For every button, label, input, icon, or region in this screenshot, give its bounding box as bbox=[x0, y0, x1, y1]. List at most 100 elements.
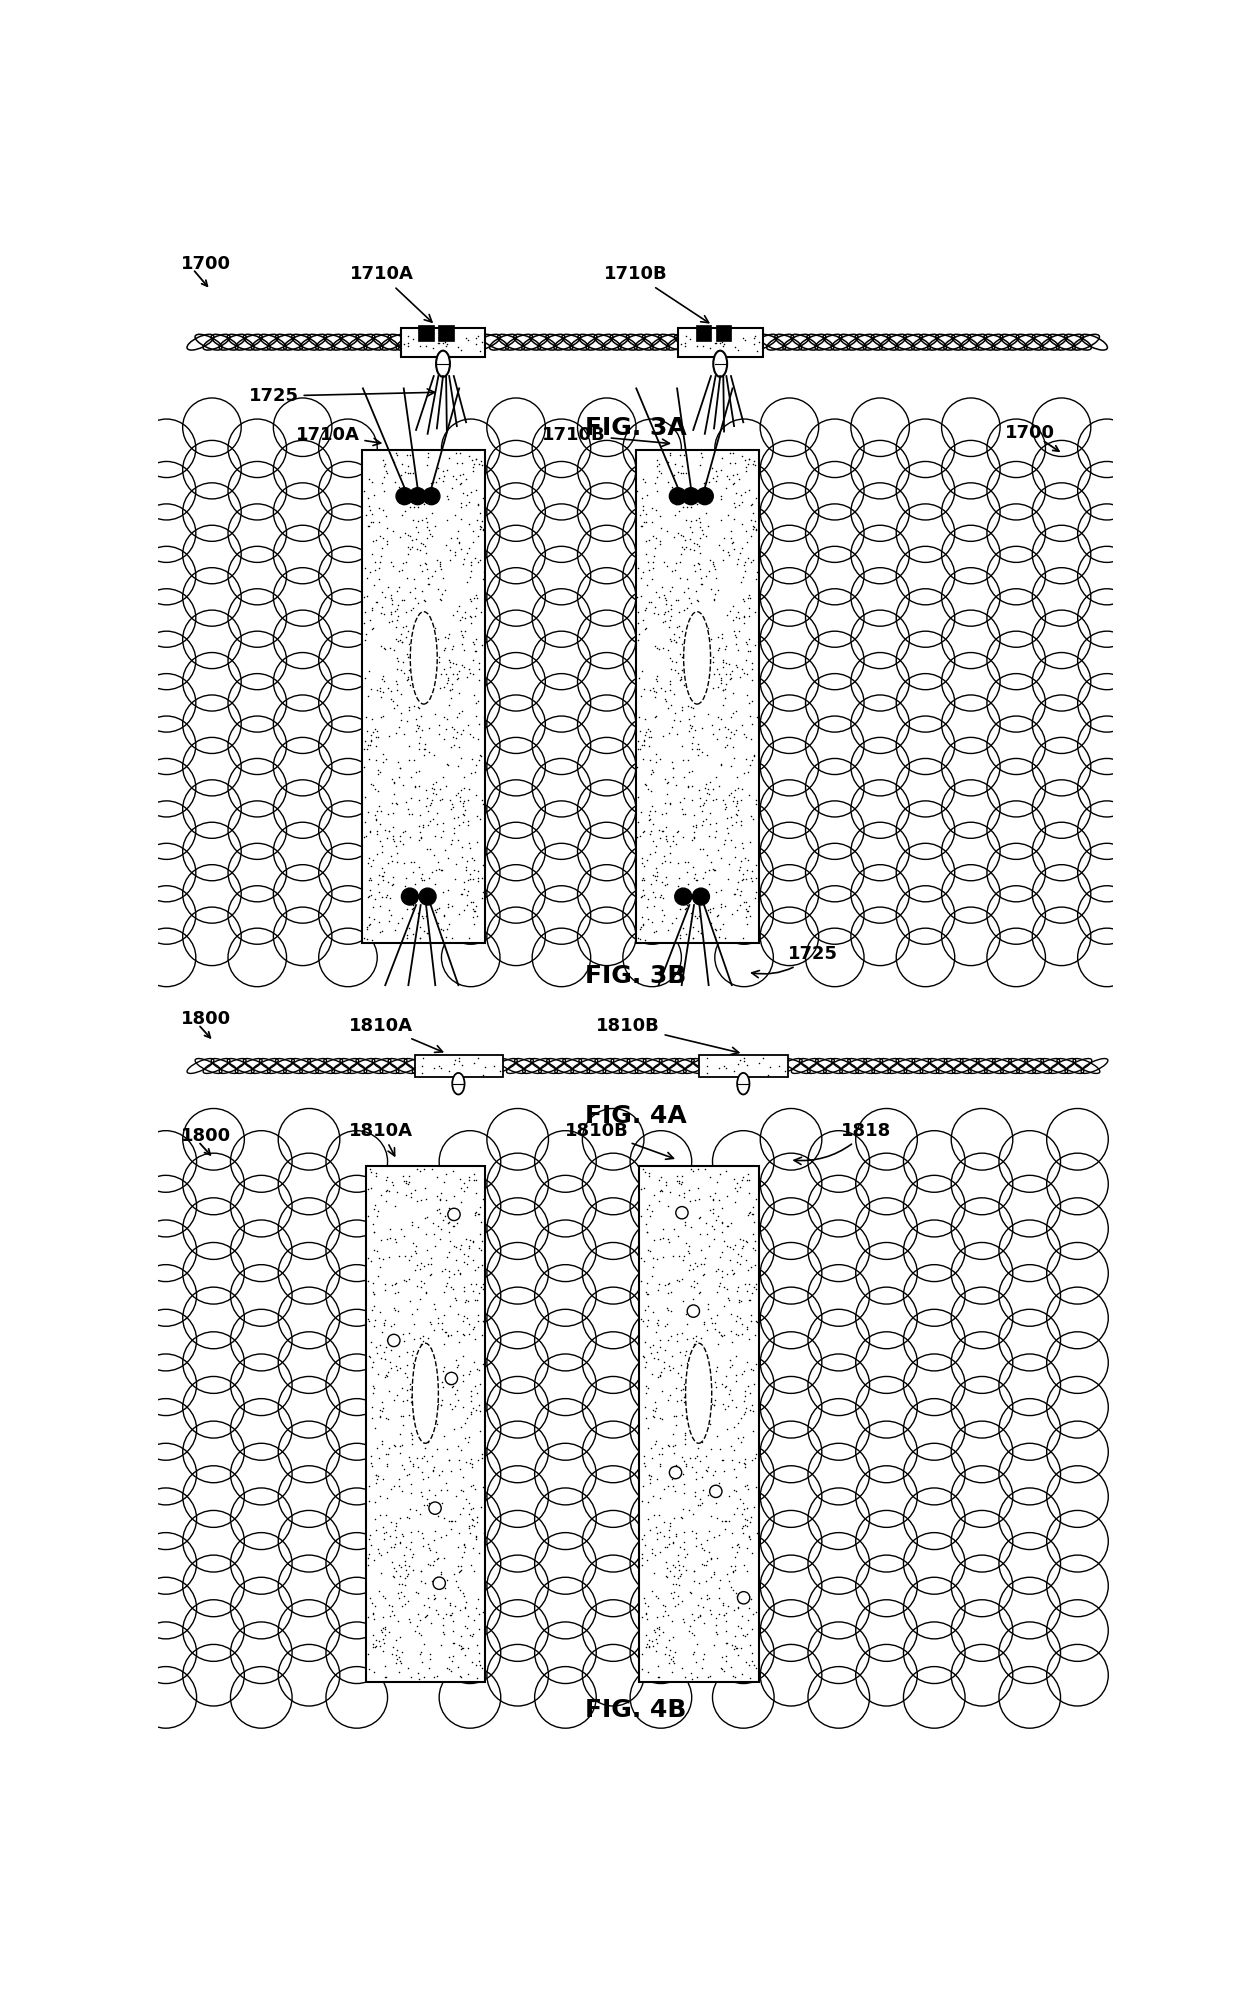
Point bbox=[646, 700, 666, 732]
Point bbox=[362, 1587, 382, 1619]
Point bbox=[723, 603, 743, 635]
Point bbox=[727, 798, 746, 831]
Point bbox=[377, 1359, 397, 1392]
Point bbox=[427, 1180, 446, 1213]
Point bbox=[463, 1621, 482, 1653]
Point bbox=[653, 1601, 673, 1633]
Point bbox=[696, 521, 715, 553]
Point bbox=[686, 555, 706, 587]
Point bbox=[686, 1647, 706, 1679]
Point bbox=[459, 1309, 479, 1341]
Point bbox=[424, 776, 444, 808]
Point bbox=[368, 869, 388, 901]
Point bbox=[451, 774, 471, 806]
Point bbox=[389, 1569, 409, 1601]
Point bbox=[459, 1498, 479, 1530]
Point bbox=[668, 814, 688, 847]
Point bbox=[425, 778, 445, 810]
Point bbox=[727, 714, 746, 746]
Point bbox=[729, 334, 749, 366]
Point bbox=[430, 549, 450, 581]
Point bbox=[391, 1647, 410, 1679]
Point bbox=[466, 591, 486, 623]
Point bbox=[715, 921, 735, 953]
Point bbox=[423, 1207, 443, 1239]
Point bbox=[641, 754, 661, 786]
Point bbox=[399, 1166, 419, 1199]
Point bbox=[745, 505, 765, 537]
Point bbox=[649, 1583, 668, 1615]
Point bbox=[458, 479, 477, 511]
Point bbox=[377, 525, 397, 557]
Point bbox=[397, 893, 417, 925]
Point bbox=[423, 650, 443, 682]
Point bbox=[445, 863, 465, 895]
Point bbox=[738, 1158, 758, 1191]
Point bbox=[696, 857, 715, 889]
Point bbox=[734, 607, 754, 639]
Point bbox=[469, 448, 489, 481]
Point bbox=[373, 1601, 393, 1633]
Point bbox=[443, 461, 463, 493]
Point bbox=[686, 810, 706, 843]
Point bbox=[693, 1548, 713, 1581]
Point bbox=[362, 611, 382, 644]
Point bbox=[466, 1520, 486, 1552]
Point bbox=[373, 660, 393, 692]
Point bbox=[367, 1466, 387, 1498]
Point bbox=[646, 1386, 666, 1418]
Point bbox=[651, 1355, 671, 1388]
Point bbox=[392, 553, 412, 585]
Point bbox=[692, 1426, 712, 1458]
Point bbox=[388, 1605, 408, 1637]
Point bbox=[412, 700, 432, 732]
Point bbox=[370, 551, 389, 583]
Point bbox=[682, 1599, 702, 1631]
Point bbox=[430, 1559, 450, 1591]
Point bbox=[405, 1615, 425, 1647]
Point bbox=[683, 1637, 703, 1669]
Point bbox=[723, 1659, 743, 1691]
Point bbox=[651, 456, 671, 489]
Point bbox=[689, 1418, 709, 1450]
Point bbox=[425, 1581, 445, 1613]
Point bbox=[733, 1229, 753, 1261]
Point bbox=[737, 1392, 756, 1424]
Point bbox=[670, 545, 689, 577]
Point bbox=[668, 658, 688, 690]
Point bbox=[748, 1516, 768, 1548]
Point bbox=[399, 1442, 419, 1474]
Point bbox=[717, 1627, 737, 1659]
Point bbox=[740, 1629, 760, 1661]
Point bbox=[409, 1253, 429, 1285]
Point bbox=[734, 1470, 754, 1502]
Point bbox=[392, 1550, 412, 1583]
Point bbox=[692, 440, 712, 473]
Point bbox=[451, 467, 471, 499]
Point bbox=[691, 1235, 711, 1267]
Point bbox=[634, 557, 653, 589]
Point bbox=[656, 583, 676, 615]
Point bbox=[445, 1044, 465, 1076]
Point bbox=[680, 704, 699, 736]
Point bbox=[656, 1631, 676, 1663]
Point bbox=[742, 686, 761, 718]
Point bbox=[412, 1442, 432, 1474]
Point bbox=[681, 1442, 701, 1474]
Point bbox=[397, 545, 417, 577]
Point bbox=[675, 1418, 694, 1450]
Point bbox=[720, 716, 740, 748]
Point bbox=[671, 664, 691, 696]
Text: 1800: 1800 bbox=[181, 1010, 232, 1028]
Point bbox=[464, 1619, 484, 1651]
Point bbox=[724, 1474, 744, 1506]
Point bbox=[688, 650, 708, 682]
Point bbox=[672, 1458, 692, 1490]
Point bbox=[632, 1484, 652, 1516]
Point bbox=[381, 1520, 401, 1552]
Point bbox=[637, 1235, 657, 1267]
Point bbox=[697, 1207, 717, 1239]
Point bbox=[663, 820, 683, 853]
Point bbox=[378, 895, 398, 927]
Point bbox=[407, 1184, 427, 1217]
